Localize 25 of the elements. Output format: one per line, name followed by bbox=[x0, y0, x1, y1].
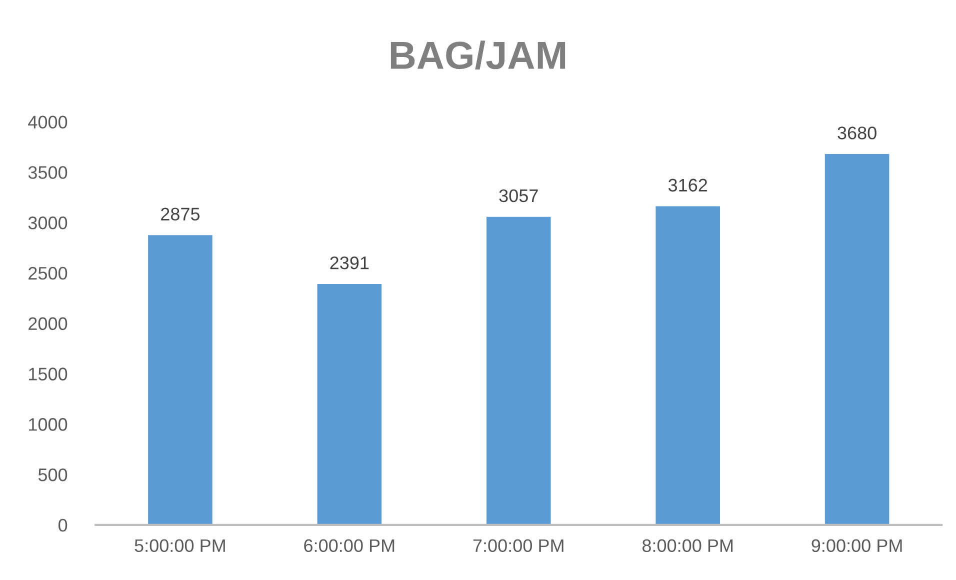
y-tick-label: 500 bbox=[38, 468, 68, 482]
x-tick-label: 5:00:00 PM bbox=[134, 539, 225, 552]
x-tick-label: 7:00:00 PM bbox=[473, 539, 564, 552]
data-label: 3057 bbox=[499, 189, 538, 202]
bar bbox=[824, 154, 890, 525]
data-label: 3162 bbox=[668, 178, 708, 192]
y-tick-label: 3500 bbox=[28, 166, 68, 179]
bar bbox=[148, 235, 212, 525]
y-tick-label: 4000 bbox=[28, 116, 68, 129]
data-label: 3680 bbox=[838, 126, 876, 140]
y-tick-label: 1000 bbox=[29, 418, 68, 431]
y-tick-label: 2500 bbox=[28, 266, 68, 280]
x-tick-label: 8:00:00 PM bbox=[642, 539, 733, 552]
bar bbox=[486, 216, 551, 525]
y-tick-label: 1500 bbox=[29, 368, 68, 380]
data-label: 2875 bbox=[161, 208, 200, 220]
bar bbox=[656, 206, 720, 525]
data-label: 2391 bbox=[330, 256, 369, 270]
y-tick-label: 0 bbox=[58, 518, 68, 532]
x-tick-label: 9:00:00 PM bbox=[812, 539, 902, 552]
y-tick-label: 2000 bbox=[28, 317, 68, 330]
chart-title: BAG/JAM bbox=[390, 40, 566, 70]
y-tick-label: 3000 bbox=[28, 216, 68, 230]
x-tick-label: 6:00:00 PM bbox=[304, 539, 394, 552]
bar bbox=[317, 284, 382, 525]
